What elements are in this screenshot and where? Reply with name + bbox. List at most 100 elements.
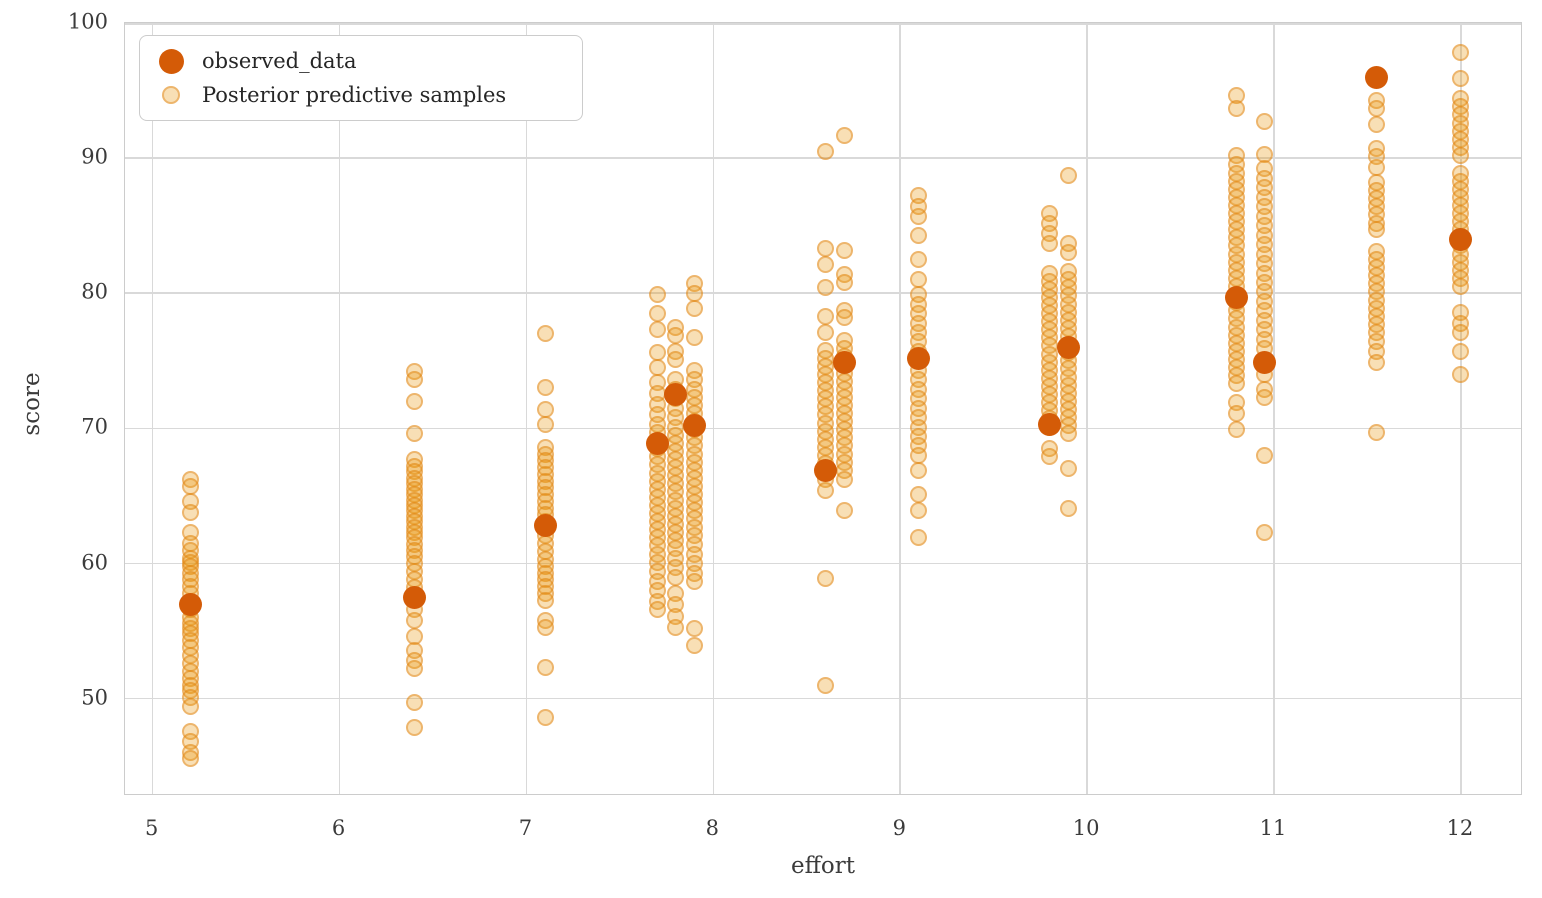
posterior-sample-point	[835, 471, 853, 489]
posterior-sample-point	[405, 392, 423, 410]
observed-data-point	[664, 383, 688, 407]
posterior-sample-point	[1228, 421, 1246, 439]
posterior-sample-point	[816, 482, 834, 500]
observed-data-point	[1225, 285, 1249, 309]
posterior-sample-point	[667, 326, 685, 344]
posterior-sample-point	[1256, 113, 1274, 131]
posterior-sample-point	[536, 591, 554, 609]
legend-item-posterior-samples: Posterior predictive samples	[140, 78, 582, 112]
observed-data-point	[178, 592, 202, 616]
posterior-sample-point	[910, 486, 928, 504]
posterior-sample-point	[1059, 425, 1077, 443]
x-tick-label: 12	[1446, 816, 1474, 840]
posterior-sample-point	[1452, 146, 1470, 164]
posterior-sample-point	[1041, 234, 1059, 252]
posterior-sample-point	[835, 502, 853, 520]
y-gridline	[125, 697, 1521, 700]
posterior-sample-point	[816, 676, 834, 694]
posterior-sample-point	[667, 568, 685, 586]
x-tick-label: 10	[1072, 816, 1100, 840]
observed-data-point	[533, 514, 557, 538]
x-gridline	[1460, 23, 1462, 794]
posterior-sample-point	[1368, 353, 1386, 371]
observed-data-point	[683, 414, 707, 438]
posterior-sample-point	[1256, 388, 1274, 406]
observed-data-point	[1056, 335, 1080, 359]
posterior-sample-point	[910, 461, 928, 479]
posterior-sample-point	[816, 256, 834, 274]
posterior-sample-point	[667, 350, 685, 368]
x-tick-label: 11	[1259, 816, 1287, 840]
posterior-sample-point	[1228, 375, 1246, 393]
posterior-sample-point	[835, 241, 853, 259]
y-tick-label: 50	[81, 685, 108, 710]
x-gridline	[525, 23, 528, 794]
posterior-sample-point	[1059, 460, 1077, 478]
legend-item-observed-data: observed_data	[140, 44, 582, 78]
posterior-sample-point	[816, 279, 834, 297]
x-gridline	[712, 23, 715, 794]
posterior-sample-point	[648, 601, 666, 618]
x-gridline	[1086, 23, 1088, 794]
posterior-sample-point	[816, 142, 834, 160]
posterior-sample-point	[686, 329, 704, 347]
posterior-sample-point	[1059, 499, 1077, 517]
posterior-sample-point	[405, 611, 423, 629]
posterior-sample-point	[1059, 244, 1077, 262]
x-tick-label: 8	[705, 816, 720, 840]
y-tick-label: 60	[81, 550, 108, 575]
y-tick-label: 90	[81, 144, 108, 169]
observed-data-marker-icon	[158, 48, 184, 74]
x-axis-label: effort	[790, 853, 856, 879]
observed-data-point	[813, 458, 837, 482]
posterior-sample-point	[667, 618, 685, 636]
observed-data-point	[1449, 227, 1473, 251]
y-tick-label: 80	[81, 279, 108, 304]
posterior-sample-point	[181, 698, 199, 716]
posterior-sample-point	[1368, 99, 1386, 117]
posterior-sample-point	[1368, 423, 1386, 441]
posterior-sample-point	[1368, 115, 1386, 133]
posterior-sample-point	[1228, 99, 1246, 117]
posterior-sample-point	[835, 126, 853, 144]
x-tick-label: 9	[892, 816, 906, 840]
legend-label-posterior-samples: Posterior predictive samples	[202, 83, 507, 107]
x-gridline	[338, 23, 341, 794]
legend: observed_data Posterior predictive sampl…	[139, 35, 583, 121]
posterior-sample-point	[181, 749, 199, 767]
x-gridline	[1273, 23, 1275, 794]
posterior-sample-point	[1228, 405, 1246, 423]
posterior-sample-point	[1059, 167, 1077, 185]
observed-data-point	[1365, 65, 1389, 89]
posterior-sample-point	[405, 718, 423, 736]
posterior-sample-point	[910, 502, 928, 520]
posterior-sample-point	[816, 323, 834, 341]
posterior-sample-point	[910, 226, 928, 244]
posterior-sample-point	[686, 299, 704, 317]
observed-data-point	[907, 346, 931, 370]
x-tick-label: 6	[331, 816, 346, 840]
y-gridline	[125, 562, 1521, 565]
posterior-sample-point	[1452, 342, 1470, 360]
x-gridline	[151, 23, 154, 794]
y-tick-label: 70	[81, 414, 108, 439]
posterior-sample-point	[1041, 448, 1059, 466]
x-gridline	[899, 23, 902, 794]
posterior-sample-point	[181, 503, 199, 521]
posterior-sample-point	[536, 415, 554, 433]
posterior-sample-point	[536, 325, 554, 343]
posterior-sample-point	[536, 618, 554, 636]
posterior-sample-point	[686, 637, 704, 655]
posterior-sample-point	[405, 694, 423, 712]
posterior-sample-point	[1452, 69, 1470, 87]
posterior-sample-point	[1452, 365, 1470, 383]
posterior-sample-point	[1452, 278, 1470, 296]
posterior-sample-point	[1256, 523, 1274, 541]
posterior-sample-point	[648, 286, 666, 304]
observed-data-point	[1038, 412, 1062, 436]
posterior-sample-point	[536, 379, 554, 397]
posterior-sample-point	[405, 425, 423, 443]
posterior-sample-point	[1368, 221, 1386, 239]
y-gridline	[125, 23, 1521, 25]
